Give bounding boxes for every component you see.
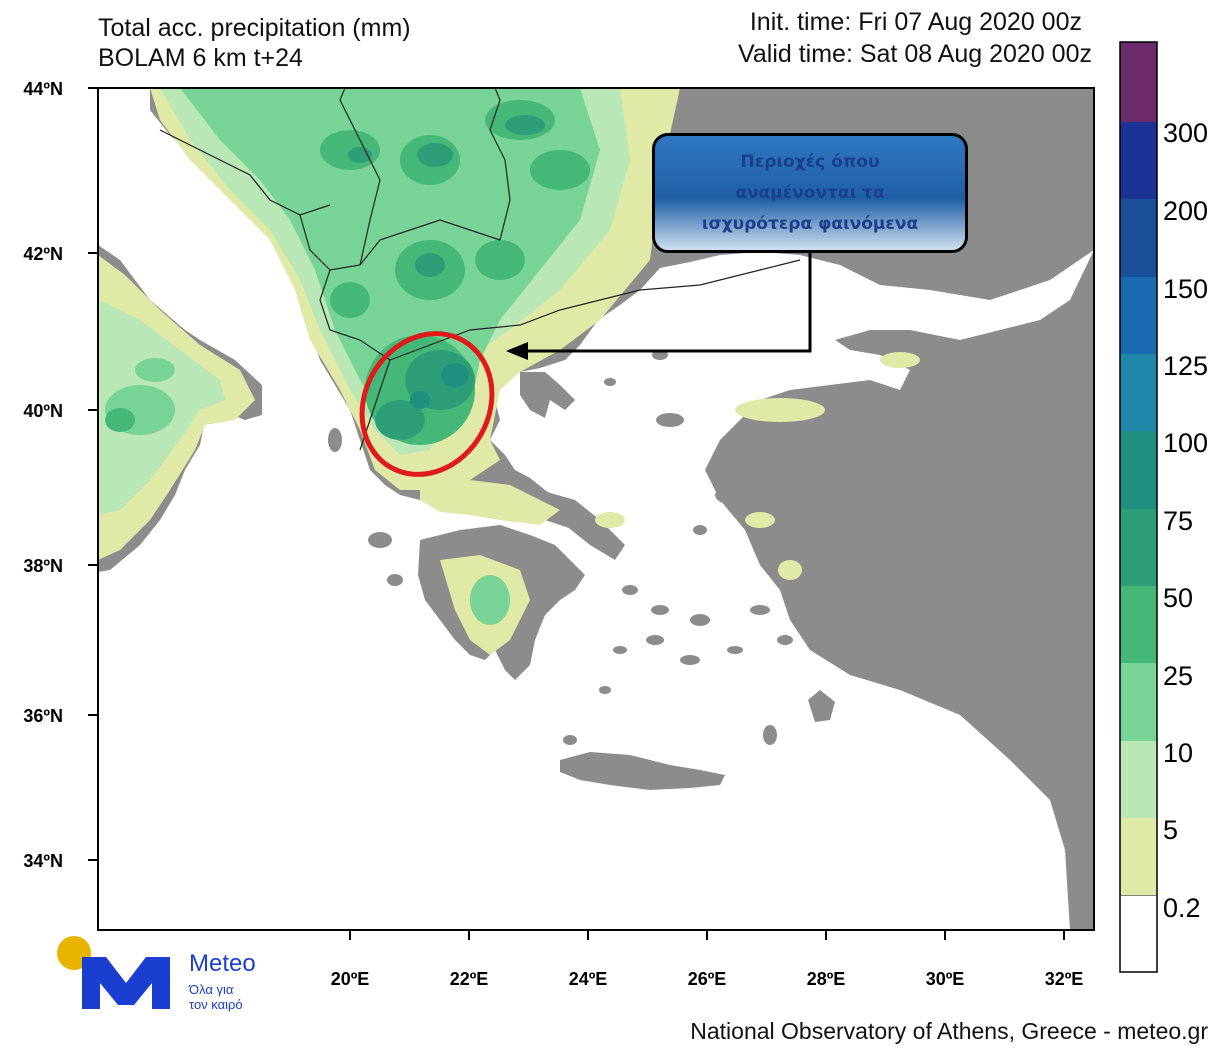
lon-label: 28ºE: [807, 969, 846, 989]
callout-text: Περιοχές όπου αναμένονται τα ισχυρότερα …: [701, 151, 919, 234]
land-euboea: [540, 490, 625, 560]
lon-label: 20ºE: [331, 969, 370, 989]
map-frame: [97, 87, 1095, 931]
footer-credit: National Observatory of Athens, Greece -…: [690, 1018, 1208, 1044]
lon-label: 30ºE: [926, 969, 965, 989]
colorbar-swatch: [1120, 277, 1157, 354]
lat-label: 38ºN: [23, 556, 63, 576]
callout-box: Περιοχές όπου αναμένονται τα ισχυρότερα …: [652, 133, 968, 253]
lon-label: 32ºE: [1045, 969, 1084, 989]
valid-time: Valid time: Sat 08 Aug 2020 00z: [738, 40, 1092, 68]
init-time: Init. time: Fri 07 Aug 2020 00z: [749, 8, 1082, 36]
lon-label: 22ºE: [450, 969, 489, 989]
highlight-ellipse: [359, 331, 495, 477]
lat-label: 34ºN: [23, 851, 63, 871]
country-borders: [159, 88, 801, 451]
colorbar-swatch: [1120, 663, 1157, 741]
colorbar-label: 150: [1163, 274, 1208, 304]
colorbar-label: 75: [1163, 506, 1193, 536]
colorbar-label: 125: [1163, 351, 1208, 381]
colorbar-swatch: [1120, 509, 1157, 586]
logo-mark-icon: [57, 936, 182, 1009]
logo-name: Meteo: [189, 950, 256, 977]
latitude-axis: [88, 87, 98, 861]
colorbar: [1119, 41, 1158, 973]
lat-label: 44ºN: [23, 79, 63, 99]
colorbar-label: 0.2: [1163, 893, 1201, 923]
lat-label: 42ºN: [23, 244, 63, 264]
precip-teal-75-100: [410, 363, 469, 409]
land-rhodes: [808, 690, 835, 722]
meteo-logo: Meteo Όλα για τον καιρό: [54, 935, 270, 1013]
model-subtitle: BOLAM 6 km t+24: [98, 44, 303, 72]
colorbar-swatch: [1120, 42, 1157, 122]
colorbar-swatch: [1119, 894, 1158, 973]
colorbar-label: 25: [1163, 661, 1193, 691]
colorbar-label: 50: [1163, 583, 1193, 613]
aegean-islands: [328, 350, 1093, 815]
land-chalkidiki: [520, 372, 575, 418]
colorbar-swatch: [1120, 818, 1157, 895]
colorbar-swatch: [1120, 741, 1157, 818]
callout-arrow: [506, 253, 812, 360]
colorbar-swatch: [1120, 122, 1157, 199]
lat-label: 40ºN: [23, 401, 63, 421]
precip-darkgreen-50-75: [348, 115, 545, 440]
colorbar-swatch: [1120, 431, 1157, 509]
colorbar-swatch: [1120, 199, 1157, 277]
colorbar-label: 5: [1163, 815, 1178, 845]
colorbar-swatch: [1120, 354, 1157, 431]
lon-label: 24ºE: [569, 969, 608, 989]
logo-slogan: Όλα για τον καιρό: [189, 982, 243, 1012]
colorbar-swatch: [1120, 586, 1157, 663]
longitude-axis: [349, 930, 1065, 940]
map-title: Total acc. precipitation (mm): [98, 14, 411, 42]
lat-label: 36ºN: [23, 706, 63, 726]
colorbar-label: 10: [1163, 738, 1193, 768]
colorbar-label: 300: [1163, 118, 1208, 148]
colorbar-label: 100: [1163, 428, 1208, 458]
land-crete: [560, 752, 725, 790]
lon-label: 26ºE: [688, 969, 727, 989]
colorbar-label: 200: [1163, 196, 1208, 226]
